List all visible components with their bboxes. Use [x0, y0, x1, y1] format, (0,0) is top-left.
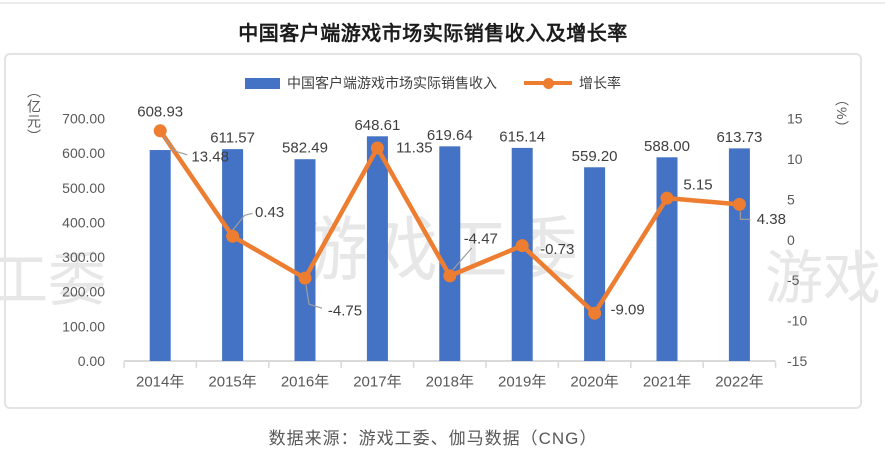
revenue-value-label: 559.20 [572, 148, 618, 165]
watermark-right: 游戏 [765, 246, 882, 311]
growth-point [226, 229, 240, 243]
chart-frame [4, 53, 862, 409]
right-axis-tick-label: -15 [787, 353, 807, 369]
left-axis-tick-label: 300.00 [62, 249, 105, 265]
growth-point [370, 141, 384, 155]
revenue-value-label: 582.49 [282, 140, 328, 157]
growth-value-label: 5.15 [683, 177, 712, 194]
right-axis-tick-label: 10 [787, 151, 803, 167]
revenue-value-label: 611.57 [210, 130, 255, 147]
growth-point [443, 269, 457, 283]
revenue-bar [149, 150, 171, 361]
revenue-bar [511, 147, 533, 361]
left-axis-tick-label: 200.00 [62, 284, 105, 300]
legend-item-growth: 增长率 [524, 73, 621, 93]
growth-value-label: -4.75 [328, 303, 362, 320]
growth-point [732, 197, 746, 211]
left-axis-tick-label: 0.00 [78, 353, 105, 369]
revenue-bar [439, 146, 461, 361]
right-axis-tick-label: 15 [787, 111, 803, 127]
left-axis-tick-label: 100.00 [62, 318, 105, 334]
legend-item-revenue: 中国客户端游戏市场实际销售收入 [245, 73, 497, 93]
left-axis-tick-label: 600.00 [62, 145, 105, 161]
label-leader-line [739, 211, 751, 220]
x-axis-category-label: 2020年 [570, 374, 618, 391]
revenue-bar [728, 148, 750, 361]
growth-value-label: -4.47 [464, 230, 498, 247]
revenue-bar [656, 157, 678, 361]
left-axis-tick-label: 400.00 [62, 214, 105, 230]
revenue-bar [366, 136, 388, 361]
left-axis-unit-label: （亿元） [26, 84, 42, 144]
left-axis-tick-label: 500.00 [62, 180, 105, 196]
revenue-value-label: 608.93 [137, 103, 183, 120]
growth-value-label: 4.38 [757, 211, 786, 228]
x-axis-category-label: 2021年 [643, 374, 691, 391]
growth-point [515, 239, 529, 253]
growth-value-label: -0.73 [540, 241, 574, 258]
x-axis-category-label: 2015年 [208, 374, 256, 391]
revenue-bar [222, 149, 244, 361]
revenue-bar [294, 159, 316, 361]
top-divider [0, 2, 885, 4]
label-leader-line [305, 285, 323, 309]
growth-value-label: -9.09 [610, 302, 644, 319]
bar-series-swatch-icon [245, 77, 280, 89]
legend-revenue-label: 中国客户端游戏市场实际销售收入 [287, 75, 497, 91]
x-axis-category-label: 2022年 [715, 374, 763, 391]
right-axis-tick-label: -10 [787, 313, 807, 329]
x-axis-category-label: 2016年 [281, 374, 329, 391]
x-axis-category-label: 2018年 [426, 374, 474, 391]
growth-value-label: 0.43 [255, 204, 284, 221]
watermark-left: 工委 [0, 248, 107, 313]
legend-growth-label: 增长率 [579, 75, 621, 91]
data-source-caption: 数据来源：游戏工委、伽马数据（CNG） [268, 429, 598, 448]
revenue-bar [584, 167, 606, 361]
growth-point [153, 124, 167, 138]
label-leader-line [160, 133, 188, 156]
revenue-value-label: 613.73 [716, 129, 762, 146]
growth-point [660, 191, 674, 205]
growth-value-label: 11.35 [396, 140, 432, 157]
right-axis-tick-label: 0 [787, 232, 795, 248]
right-axis-tick-label: -5 [787, 272, 800, 288]
label-leader-line [232, 212, 253, 231]
left-axis-tick-label: 700.00 [62, 111, 105, 127]
growth-value-label: 13.48 [191, 148, 229, 165]
label-leader-line [452, 247, 473, 271]
x-axis-category-label: 2014年 [136, 374, 184, 391]
revenue-value-label: 648.61 [354, 117, 400, 134]
chart-legend: 中国客户端游戏市场实际销售收入 增长率 [4, 74, 862, 92]
line-series-marker-icon [524, 77, 572, 89]
growth-point [298, 271, 312, 285]
revenue-value-label: 619.64 [427, 127, 473, 144]
x-axis-category-label: 2019年 [498, 374, 546, 391]
right-axis-tick-label: 5 [787, 191, 795, 207]
right-axis-unit-label: （%） [834, 92, 850, 136]
growth-point [588, 306, 602, 320]
revenue-value-label: 615.14 [499, 128, 545, 145]
x-axis-category-label: 2017年 [353, 374, 401, 391]
chart-title: 中国客户端游戏市场实际销售收入及增长率 [238, 23, 628, 45]
revenue-value-label: 588.00 [644, 138, 690, 155]
